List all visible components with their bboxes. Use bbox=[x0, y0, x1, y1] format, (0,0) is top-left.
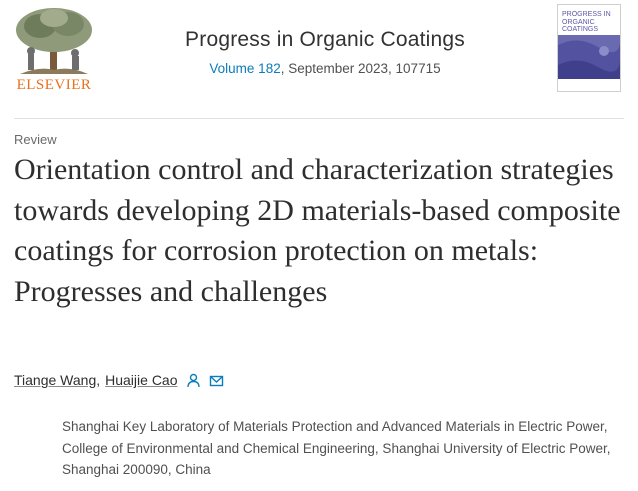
envelope-icon[interactable] bbox=[209, 373, 224, 388]
elsevier-tree-logo-icon[interactable] bbox=[10, 4, 98, 96]
person-icon[interactable] bbox=[186, 373, 201, 388]
journal-title[interactable]: Progress in Organic Coatings bbox=[185, 28, 465, 51]
journal-issue: Volume 182, September 2023, 107715 bbox=[150, 61, 500, 76]
issue-details: , September 2023, 107715 bbox=[280, 61, 441, 76]
publisher-name: ELSEVIER bbox=[16, 77, 92, 93]
author-affiliation: Shanghai Key Laboratory of Materials Pro… bbox=[62, 419, 611, 477]
author-link[interactable]: Huaijie Cao bbox=[105, 372, 178, 388]
article-title: Orientation control and characterization… bbox=[14, 153, 621, 308]
cover-artwork bbox=[558, 35, 620, 85]
author-list: Tiange Wang , Huaijie Cao bbox=[14, 372, 224, 388]
journal-info: Progress in Organic Coatings Volume 182,… bbox=[150, 28, 500, 76]
volume-link[interactable]: Volume 182 bbox=[209, 61, 281, 76]
cover-title: PROGRESS IN ORGANIC COATINGS bbox=[562, 11, 611, 33]
journal-cover-image[interactable]: PROGRESS IN ORGANIC COATINGS bbox=[557, 4, 621, 92]
header-divider bbox=[14, 118, 624, 119]
author-link[interactable]: Tiange Wang bbox=[14, 372, 97, 388]
author-separator: , bbox=[96, 372, 101, 388]
article-header: ELSEVIER Progress in Organic Coatings Vo… bbox=[0, 0, 638, 112]
article-type: Review bbox=[14, 132, 57, 147]
